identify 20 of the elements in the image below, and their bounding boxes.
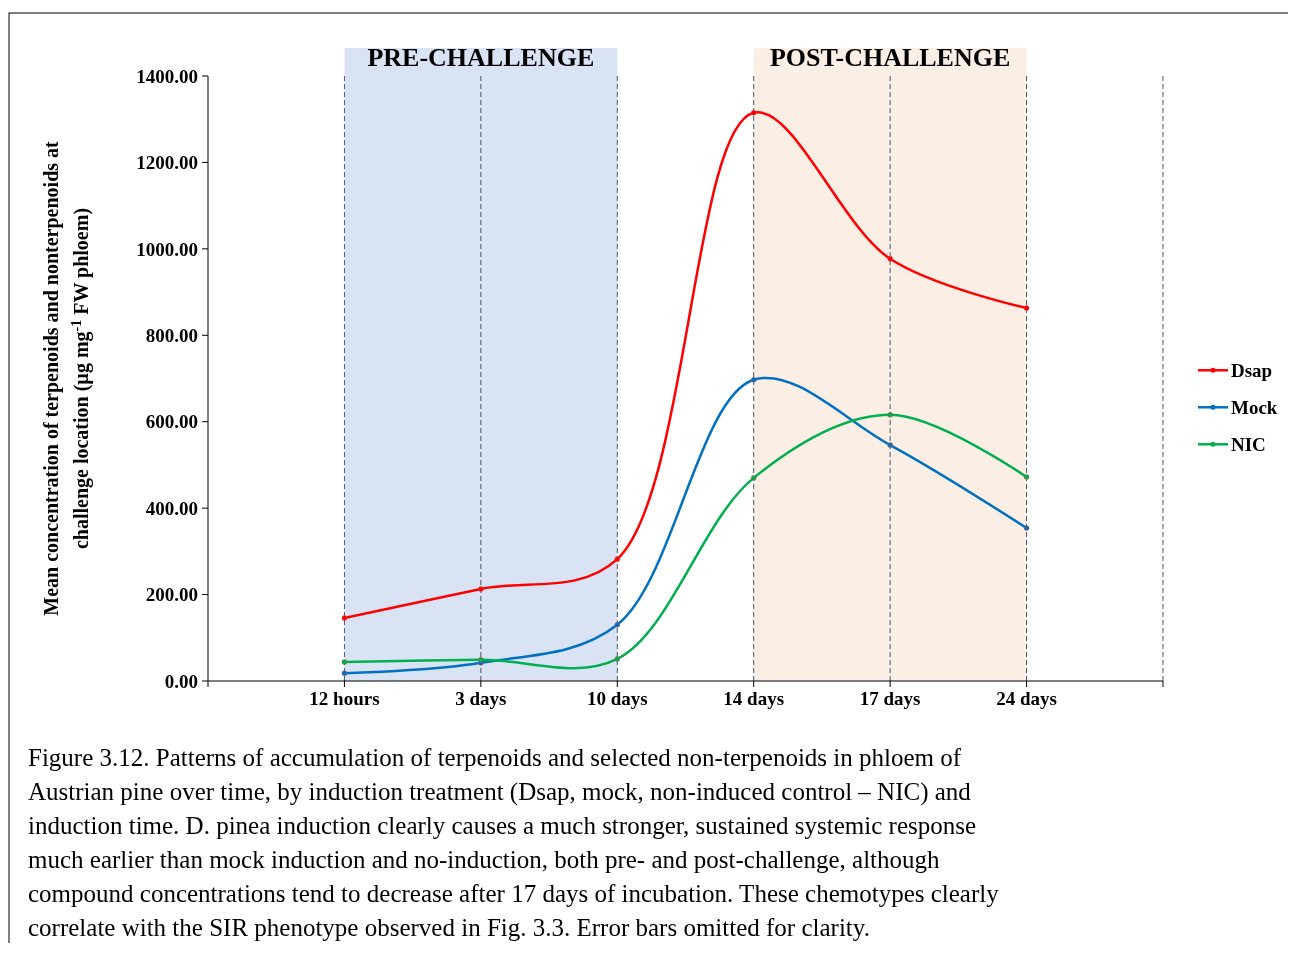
x-tick-label: 24 days (996, 688, 1057, 709)
x-tick-label: 3 days (455, 688, 507, 709)
x-tick-label: 14 days (723, 688, 785, 709)
band-label: PRE-CHALLENGE (367, 43, 595, 72)
y-tick-label: 1200.00 (136, 152, 198, 174)
x-tick-label: 12 hours (309, 688, 380, 709)
band-label: POST-CHALLENGE (769, 43, 1011, 72)
legend-label: Dsap (1231, 359, 1273, 381)
y-tick-label: 400.00 (145, 497, 198, 519)
x-tick-label: 10 days (586, 688, 648, 709)
y-tick-label: 600.00 (145, 411, 198, 433)
caption: Figure 3.12. Patterns of accumulation of terpenoids and selected non-terpenoids in phloem of Austrian pine over time, by induction treatment (Dsap, mock, non-induced control – NIC) and induction time. D. pinea induction clearly causes a much stronger, sustained systemic response much earlier than mock induction and no-induction, both pre- and post-challenge, although compound concentrations tend to decrease after 17 days of incubation. These chemotypes clearly correlate with the SIR phenotype observed in Fig. 3.3. Error bars omitted for clarity. (28, 744, 1000, 941)
legend-label: NIC (1231, 433, 1266, 455)
y-tick-label: 1000.00 (136, 238, 198, 260)
x-tick-label: 17 days (859, 688, 921, 709)
legend-label: Mock (1231, 396, 1278, 418)
y-tick-label: 800.00 (145, 324, 198, 346)
y-tick-label: 0.00 (164, 670, 198, 692)
y-tick-label: 1400.00 (136, 65, 198, 87)
y-tick-label: 200.00 (145, 584, 198, 606)
